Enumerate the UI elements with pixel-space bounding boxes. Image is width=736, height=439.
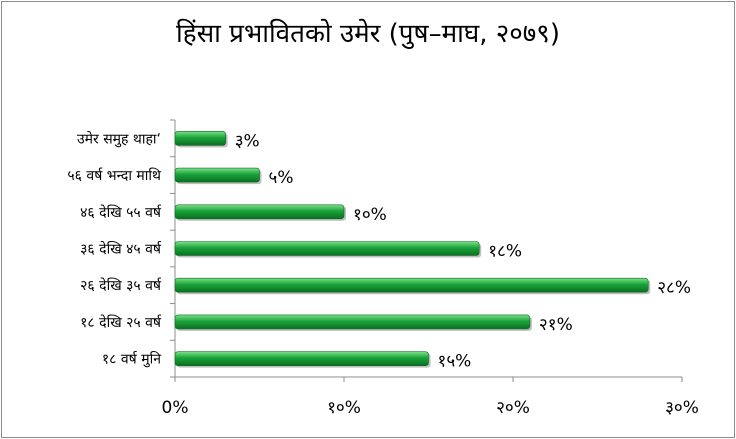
value-label: २१% (539, 315, 573, 335)
chart-title: हिंसा प्रभावितको उमेर (पुष–माघ, २०७९) (176, 19, 560, 49)
bar (174, 204, 345, 220)
bar (174, 314, 531, 330)
category-label: १८ देखि २५ वर्ष (80, 314, 162, 331)
category-label: १८ वर्ष मुनि (102, 351, 161, 368)
bar (174, 277, 649, 293)
value-label: १०% (353, 205, 387, 225)
value-label: ३% (235, 131, 260, 151)
bar (174, 241, 480, 256)
bar (174, 351, 429, 366)
category-label: ३६ देखि ४५ वर्ष (80, 241, 162, 258)
x-tick-label: १०% (327, 398, 361, 418)
category-label: ५६ वर्ष भन्दा माथि (67, 167, 162, 184)
category-label: २६ देखि ३५ वर्ष (80, 277, 162, 294)
category-label: उमेर समुह थाहा‘ (77, 130, 161, 147)
x-tick-label: 0% (162, 398, 189, 418)
value-label: २८% (657, 278, 691, 298)
category-label: ४६ देखि ५५ वर्ष (80, 204, 162, 221)
value-label: १८% (488, 242, 522, 262)
bar (174, 167, 260, 183)
x-tick-label: ३०% (665, 398, 699, 418)
value-label: १५% (438, 352, 472, 372)
x-tick-label: २०% (496, 398, 530, 418)
bar (174, 131, 227, 146)
value-label: ५% (269, 168, 294, 188)
